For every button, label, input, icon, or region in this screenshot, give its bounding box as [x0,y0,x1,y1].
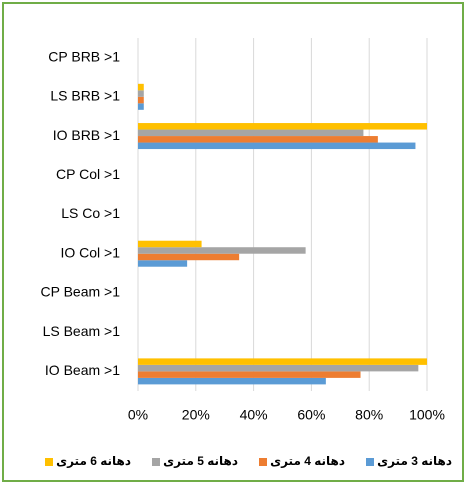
legend-label: دهانه 5 متری [163,454,238,468]
bar [138,142,416,150]
bar [138,260,188,267]
x-tick-label: 60% [297,407,325,423]
bar [138,253,240,261]
y-tick-label: IO BRB >1 [53,127,121,143]
y-tick-label: IO Col >1 [60,244,120,260]
y-tick-label: CP Col >1 [56,166,120,182]
bar [138,377,326,385]
bar [138,103,144,110]
bar [138,364,419,372]
bar [138,96,144,104]
x-tick-label: 20% [182,407,210,423]
y-tick-label: LS Co >1 [61,205,120,221]
bar [138,123,427,130]
legend-swatch [152,458,160,466]
legend-label: دهانه 6 متری [56,454,131,468]
legend-swatch [259,458,267,466]
bar [138,90,144,97]
x-tick-label: 0% [128,407,148,423]
y-tick-label: LS BRB >1 [50,88,120,104]
bar [138,371,361,378]
x-tick-label: 40% [240,407,268,423]
y-tick-label: CP BRB >1 [48,48,120,64]
x-tick-label: 80% [355,407,383,423]
y-tick-label: LS Beam >1 [43,323,121,339]
bar [138,240,202,248]
bar [138,136,378,143]
legend-label: دهانه 4 متری [270,454,345,468]
legend-swatch [366,458,374,466]
bar [138,358,427,365]
y-tick-label: CP Beam >1 [40,284,120,300]
legend-label: دهانه 3 متری [377,454,452,468]
bar [138,129,364,137]
bar [138,83,144,91]
x-tick-label: 100% [409,407,445,423]
y-tick-label: IO Beam >1 [45,362,120,378]
bar [138,247,306,254]
legend-swatch [45,458,53,466]
